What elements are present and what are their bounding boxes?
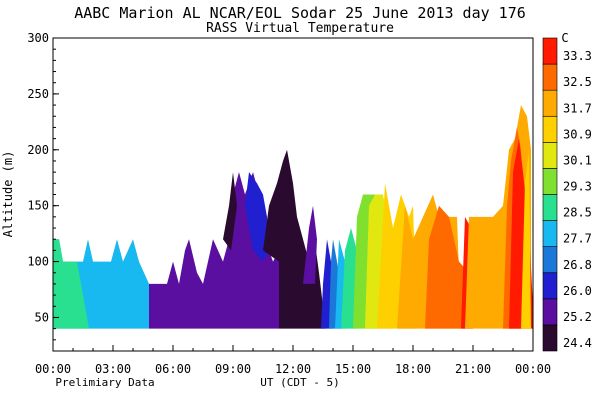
colorbar-label: 30.1 [563,153,592,167]
heatmap-region-4 [223,172,237,251]
colorbar-label: 33.3 [563,49,592,63]
colorbar-label: 28.5 [563,206,592,220]
y-tick-label: 250 [27,87,49,101]
heatmap-region-3 [245,172,269,262]
x-tick-label: 00:00 [515,362,551,376]
heatmap-region-1 [53,239,89,329]
colorbar-label: 26.0 [563,284,592,298]
colorbar: 24.4 25.2 26.0 26.8 27.7 28.5 29.3 30.1 30.9 31.7… [542,37,592,352]
x-tick-label: 12:00 [275,362,311,376]
footnote: Prelimiary Data [55,376,154,389]
colorbar-swatch [542,89,558,117]
colorbar-label: 26.8 [563,258,592,272]
chart-title: AABC Marion AL NCAR/EOL Sodar 25 June 20… [74,4,526,22]
heatmap-regions [53,105,533,329]
colorbar-swatch [542,194,558,221]
x-axis: 00:00 03:00 06:00 09:00 12:00 15:00 18:00 21:00… [35,345,551,376]
colorbar-swatch [542,115,558,143]
x-tick-label: 09:00 [215,362,251,376]
colorbar-swatch [542,63,558,91]
x-tick-label: 03:00 [95,362,131,376]
y-tick-label: 100 [27,255,49,269]
colorbar-label: 29.3 [563,180,592,194]
y-tick-label: 300 [27,31,49,45]
colorbar-swatch [542,246,558,274]
y-tick-label: 150 [27,199,49,213]
y-tick-label: 50 [35,310,49,324]
colorbar-swatch [542,168,558,195]
y-tick-label: 200 [27,143,49,157]
x-axis-label: UT (CDT - 5) [260,376,339,389]
x-tick-label: 06:00 [155,362,191,376]
heatmap-region-15 [425,205,473,329]
colorbar-label: 24.4 [563,336,592,350]
colorbar-label: 27.7 [563,232,592,246]
y-axis: 50 100 150 200 250 300 [27,31,59,341]
heatmap-region-6 [303,205,317,284]
heatmap-region-20 [521,149,531,329]
x-tick-label: 21:00 [455,362,491,376]
chart-subtitle: RASS Virtual Temperature [206,21,394,36]
colorbar-unit: C [561,31,568,45]
colorbar-label: 32.5 [563,75,592,89]
colorbar-label: 31.7 [563,101,592,115]
x-tick-label: 00:00 [35,362,71,376]
colorbar-swatch [542,298,558,326]
colorbar-swatch [542,142,558,169]
colorbar-swatch [542,37,558,65]
colorbar-label: 30.9 [563,127,592,141]
heatmap-region-10 [341,228,357,329]
x-tick-label: 18:00 [395,362,431,376]
colorbar-swatch [542,324,558,352]
colorbar-swatch [542,272,558,300]
colorbar-swatch [542,220,558,247]
y-axis-label: Altitude (m) [1,151,15,238]
colorbar-label: 25.2 [563,310,592,324]
x-tick-label: 15:00 [335,362,371,376]
